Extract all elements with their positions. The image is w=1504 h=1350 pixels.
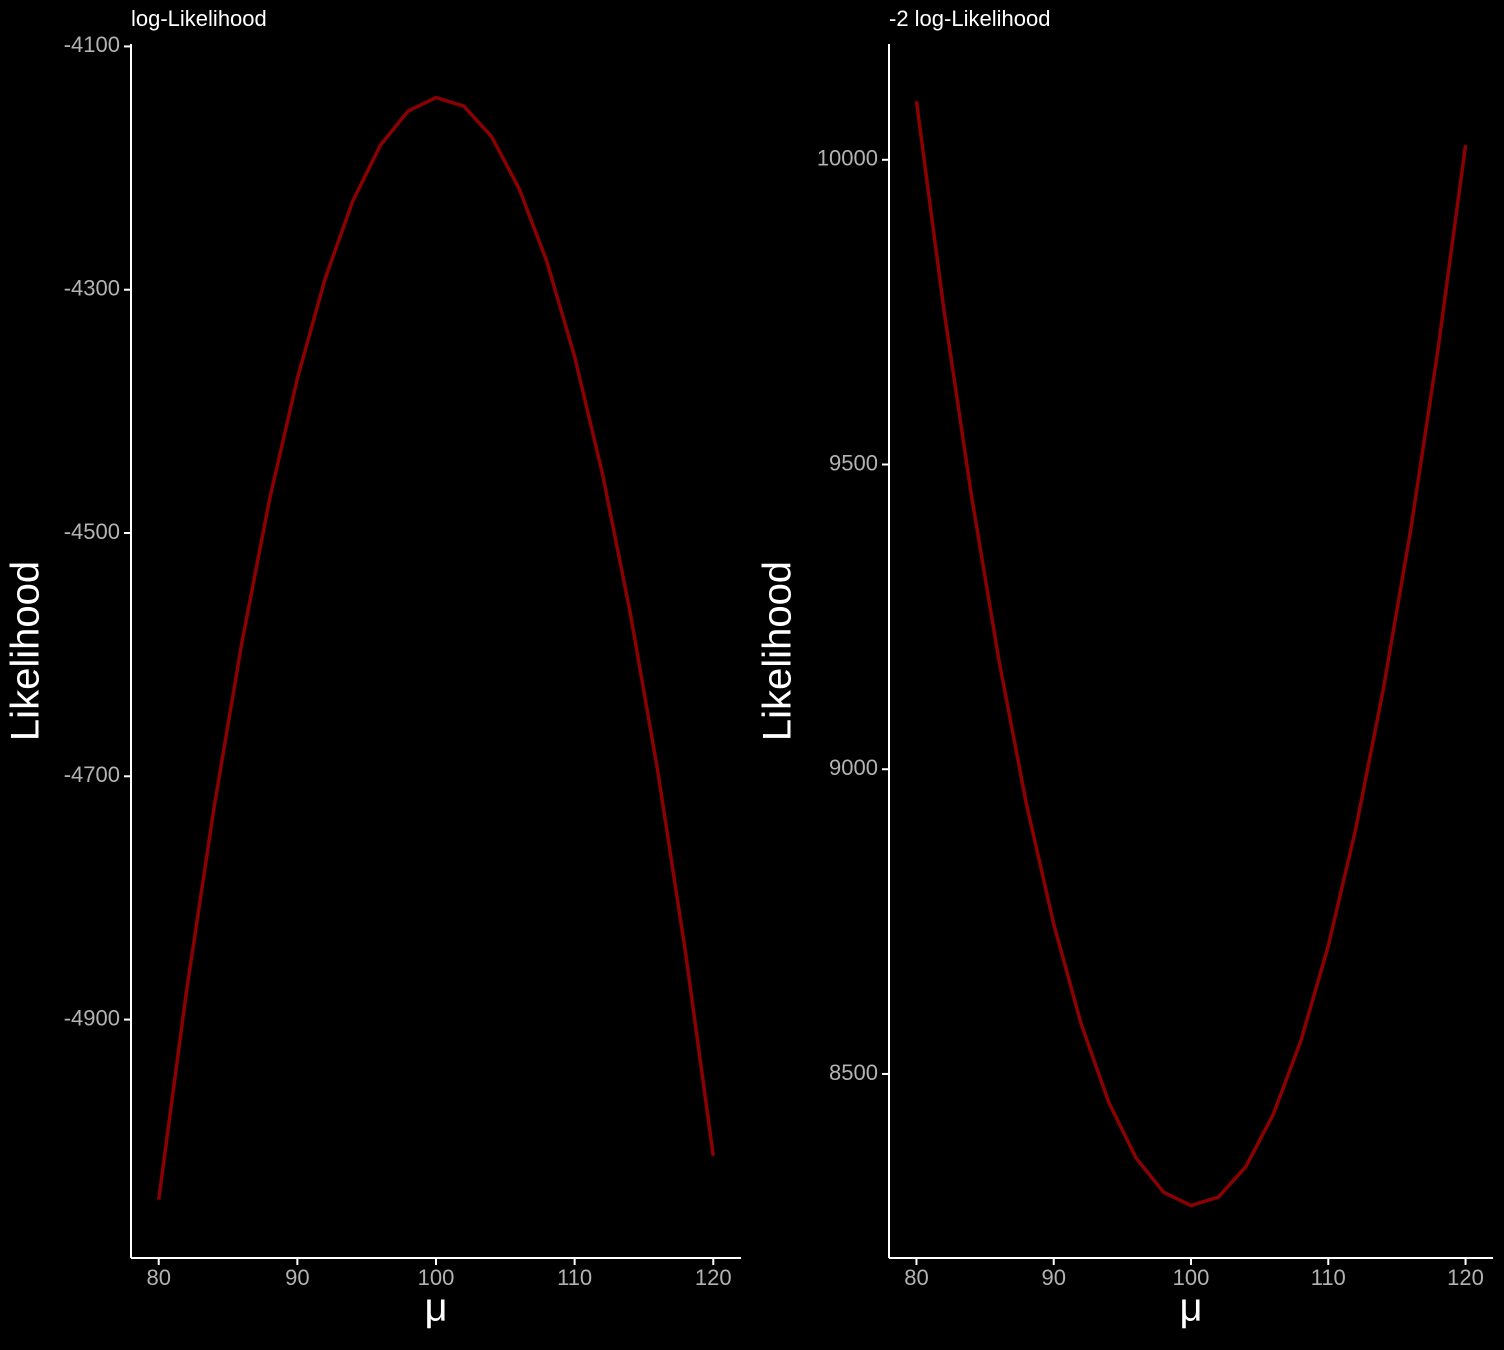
x-tick-label: 90 bbox=[1041, 1265, 1065, 1290]
x-tick-label: 100 bbox=[418, 1265, 455, 1290]
x-axis-title: μ bbox=[1179, 1286, 1202, 1330]
y-tick-label: -4700 bbox=[64, 762, 120, 787]
x-tick-label: 110 bbox=[1311, 1265, 1346, 1290]
y-axis-title: Likelihood bbox=[4, 561, 48, 741]
y-tick-label: 9000 bbox=[829, 755, 878, 780]
y-tick-label: -4300 bbox=[64, 276, 120, 301]
y-tick-label: 9500 bbox=[829, 450, 878, 475]
x-tick-label: 80 bbox=[904, 1265, 928, 1290]
y-tick-label: 8500 bbox=[829, 1060, 878, 1085]
panel-title: log-Likelihood bbox=[131, 6, 267, 31]
x-tick-label: 110 bbox=[557, 1265, 592, 1290]
x-tick-label: 100 bbox=[1173, 1265, 1210, 1290]
x-tick-label: 90 bbox=[285, 1265, 309, 1290]
data-line bbox=[156, 95, 716, 1200]
y-axis-title: Likelihood bbox=[756, 561, 800, 741]
y-tick-label: 10000 bbox=[817, 146, 878, 171]
y-tick-label: -4500 bbox=[64, 519, 120, 544]
y-tick-label: -4100 bbox=[64, 32, 120, 57]
x-axis-title: μ bbox=[424, 1286, 447, 1330]
y-tick-label: -4900 bbox=[64, 1005, 120, 1030]
x-tick-label: 120 bbox=[695, 1265, 732, 1290]
x-tick-label: 120 bbox=[1447, 1265, 1484, 1290]
panel-title: -2 log-Likelihood bbox=[889, 6, 1050, 31]
x-tick-label: 80 bbox=[146, 1265, 170, 1290]
data-line bbox=[914, 101, 1468, 1208]
